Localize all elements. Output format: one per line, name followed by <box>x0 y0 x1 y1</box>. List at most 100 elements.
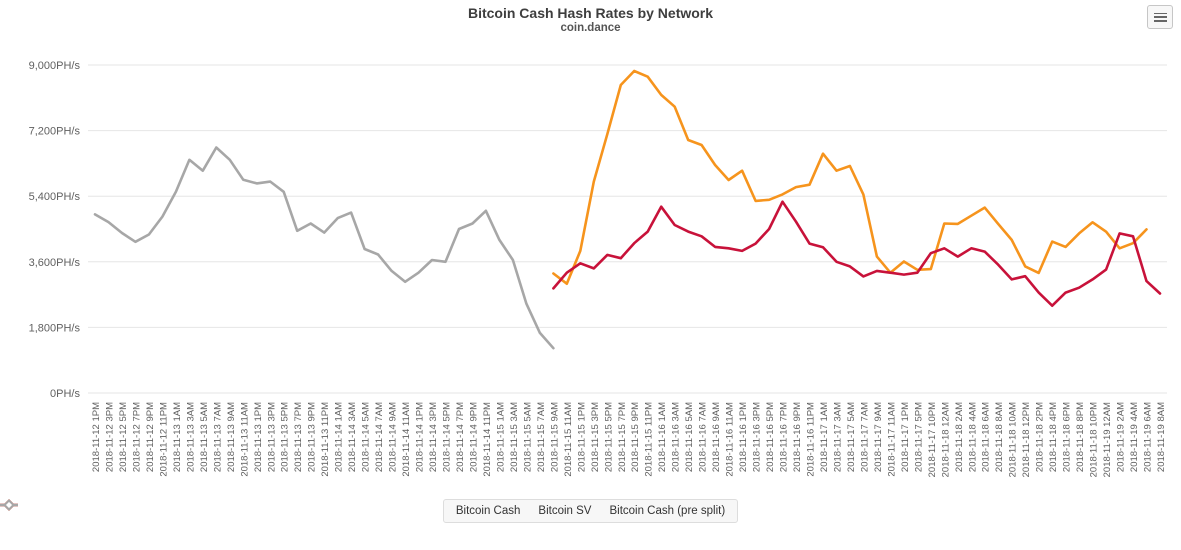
y-tick-label: 7,200PH/s <box>29 126 81 138</box>
x-tick-label: 2018-11-17 7AM <box>859 402 870 472</box>
x-tick-label: 2018-11-13 5PM <box>280 402 291 472</box>
x-tick-label: 2018-11-15 7AM <box>536 402 547 472</box>
x-tick-label: 2018-11-13 9PM <box>307 402 318 472</box>
x-tick-label: 2018-11-16 1PM <box>738 402 749 472</box>
series-line-bitcoin-cash <box>552 69 1148 286</box>
x-tick-label: 2018-11-17 1PM <box>900 402 911 472</box>
x-tick-label: 2018-11-12 9PM <box>145 402 156 472</box>
chart-context-menu-button[interactable] <box>1147 5 1173 29</box>
x-tick-label: 2018-11-17 10PM <box>927 402 938 477</box>
x-tick-label: 2018-11-16 3PM <box>752 402 763 472</box>
x-tick-label: 2018-11-14 5AM <box>361 402 372 472</box>
x-tick-label: 2018-11-17 1AM <box>819 402 830 472</box>
legend-label: Bitcoin Cash (pre split) <box>609 505 726 517</box>
x-tick-label: 2018-11-17 3AM <box>832 402 843 472</box>
x-tick-label: 2018-11-15 5AM <box>522 402 533 472</box>
x-tick-label: 2018-11-13 7AM <box>212 402 223 472</box>
y-axis-labels: 0PH/s 1,800PH/s 3,600PH/s 5,400PH/s 7,200PH/… <box>29 60 81 400</box>
x-tick-label: 2018-11-18 8AM <box>994 402 1005 472</box>
x-tick-label: 2018-11-16 5AM <box>684 402 695 472</box>
x-tick-label: 2018-11-14 3AM <box>347 402 358 472</box>
x-tick-label: 2018-11-15 1AM <box>495 402 506 472</box>
x-tick-label: 2018-11-17 9AM <box>873 402 884 472</box>
x-tick-label: 2018-11-15 9AM <box>549 402 560 472</box>
chart-subtitle: coin.dance <box>560 22 621 34</box>
x-tick-label: 2018-11-14 11AM <box>401 402 412 477</box>
x-tick-label: 2018-11-12 11PM <box>158 402 169 477</box>
x-tick-label: 2018-11-15 9PM <box>630 402 641 472</box>
y-tick-label: 5,400PH/s <box>29 191 81 203</box>
x-tick-label: 2018-11-15 11AM <box>563 402 574 477</box>
series-line-bitcoin-cash-pre-split- <box>93 146 555 350</box>
x-tick-label: 2018-11-17 11AM <box>886 402 897 477</box>
x-tick-label: 2018-11-14 5PM <box>442 402 453 472</box>
x-tick-label: 2018-11-13 11AM <box>239 402 250 477</box>
x-tick-label: 2018-11-18 12AM <box>940 402 951 477</box>
x-tick-label: 2018-11-17 5AM <box>846 402 857 472</box>
legend-line-diamond-icon <box>0 499 18 511</box>
x-tick-label: 2018-11-18 2AM <box>954 402 965 472</box>
x-tick-label: 2018-11-18 10AM <box>1008 402 1019 477</box>
x-tick-label: 2018-11-16 7AM <box>698 402 709 472</box>
x-tick-label: 2018-11-14 7PM <box>455 402 466 472</box>
x-tick-label: 2018-11-13 5AM <box>199 402 210 472</box>
y-tick-label: 0PH/s <box>50 388 80 400</box>
x-tick-label: 2018-11-12 1PM <box>91 402 102 472</box>
x-tick-label: 2018-11-17 5PM <box>913 402 924 472</box>
y-tick-label: 9,000PH/s <box>29 60 81 72</box>
series-line-bitcoin-sv <box>552 200 1162 308</box>
x-tick-label: 2018-11-14 1PM <box>415 402 426 472</box>
x-tick-label: 2018-11-19 8AM <box>1156 402 1167 472</box>
x-tick-label: 2018-11-19 2AM <box>1116 402 1127 472</box>
x-tick-label: 2018-11-18 10PM <box>1089 402 1100 477</box>
x-tick-label: 2018-11-14 9PM <box>468 402 479 472</box>
x-tick-label: 2018-11-19 12AM <box>1102 402 1113 477</box>
x-tick-label: 2018-11-13 1AM <box>172 402 183 472</box>
legend-item-bitcoin-cash[interactable]: Bitcoin Cash <box>0 499 521 517</box>
x-tick-label: 2018-11-18 8PM <box>1075 402 1086 472</box>
x-tick-label: 2018-11-16 9AM <box>711 402 722 472</box>
x-tick-label: 2018-11-18 2PM <box>1035 402 1046 472</box>
x-tick-label: 2018-11-18 6AM <box>981 402 992 472</box>
x-tick-label: 2018-11-12 5PM <box>118 402 129 472</box>
x-tick-label: 2018-11-18 6PM <box>1062 402 1073 472</box>
x-tick-label: 2018-11-18 4PM <box>1048 402 1059 472</box>
x-tick-label: 2018-11-14 11PM <box>482 402 493 477</box>
x-tick-label: 2018-11-12 7PM <box>131 402 142 472</box>
x-tick-label: 2018-11-16 1AM <box>657 402 668 472</box>
x-axis-labels: 2018-11-12 1PM 2018-11-12 3PM 2018-11-12 5… <box>91 402 1167 477</box>
legend-label: Bitcoin Cash <box>455 505 521 517</box>
x-tick-label: 2018-11-15 11PM <box>644 402 655 477</box>
x-tick-label: 2018-11-13 11PM <box>320 402 331 477</box>
legend-item-bitcoin-sv[interactable]: Bitcoin SV <box>0 499 592 517</box>
x-tick-label: 2018-11-16 3AM <box>671 402 682 472</box>
x-tick-label: 2018-11-14 1AM <box>334 402 345 472</box>
x-tick-label: 2018-11-19 4AM <box>1129 402 1140 472</box>
chart-legend: Bitcoin Cash Bitcoin SV Bitcoin Cash (pre … <box>0 499 739 523</box>
x-tick-label: 2018-11-19 6AM <box>1143 402 1154 472</box>
x-tick-label: 2018-11-14 3PM <box>428 402 439 472</box>
x-tick-label: 2018-11-15 5PM <box>603 402 614 472</box>
x-tick-label: 2018-11-12 3PM <box>104 402 115 472</box>
x-tick-label: 2018-11-14 9AM <box>388 402 399 472</box>
x-tick-label: 2018-11-16 11PM <box>805 402 816 477</box>
y-tick-label: 1,800PH/s <box>29 322 81 334</box>
hamburger-icon <box>1153 12 1167 22</box>
x-tick-label: 2018-11-16 7PM <box>779 402 790 472</box>
x-tick-label: 2018-11-13 1PM <box>253 402 264 472</box>
legend-item-bitcoin-cash-pre-split-[interactable]: Bitcoin Cash (pre split) <box>0 499 726 517</box>
x-tick-label: 2018-11-16 9PM <box>792 402 803 472</box>
chart-title: Bitcoin Cash Hash Rates by Network <box>467 5 714 21</box>
x-tick-label: 2018-11-16 5PM <box>765 402 776 472</box>
series-lines <box>93 69 1162 350</box>
legend-label: Bitcoin SV <box>538 505 592 517</box>
x-tick-label: 2018-11-15 1PM <box>576 402 587 472</box>
x-tick-label: 2018-11-18 12PM <box>1021 402 1032 477</box>
x-tick-label: 2018-11-15 3PM <box>590 402 601 472</box>
x-tick-label: 2018-11-13 3PM <box>266 402 277 472</box>
x-tick-label: 2018-11-13 7PM <box>293 402 304 472</box>
x-tick-label: 2018-11-15 7PM <box>617 402 628 472</box>
x-tick-label: 2018-11-14 7AM <box>374 402 385 472</box>
